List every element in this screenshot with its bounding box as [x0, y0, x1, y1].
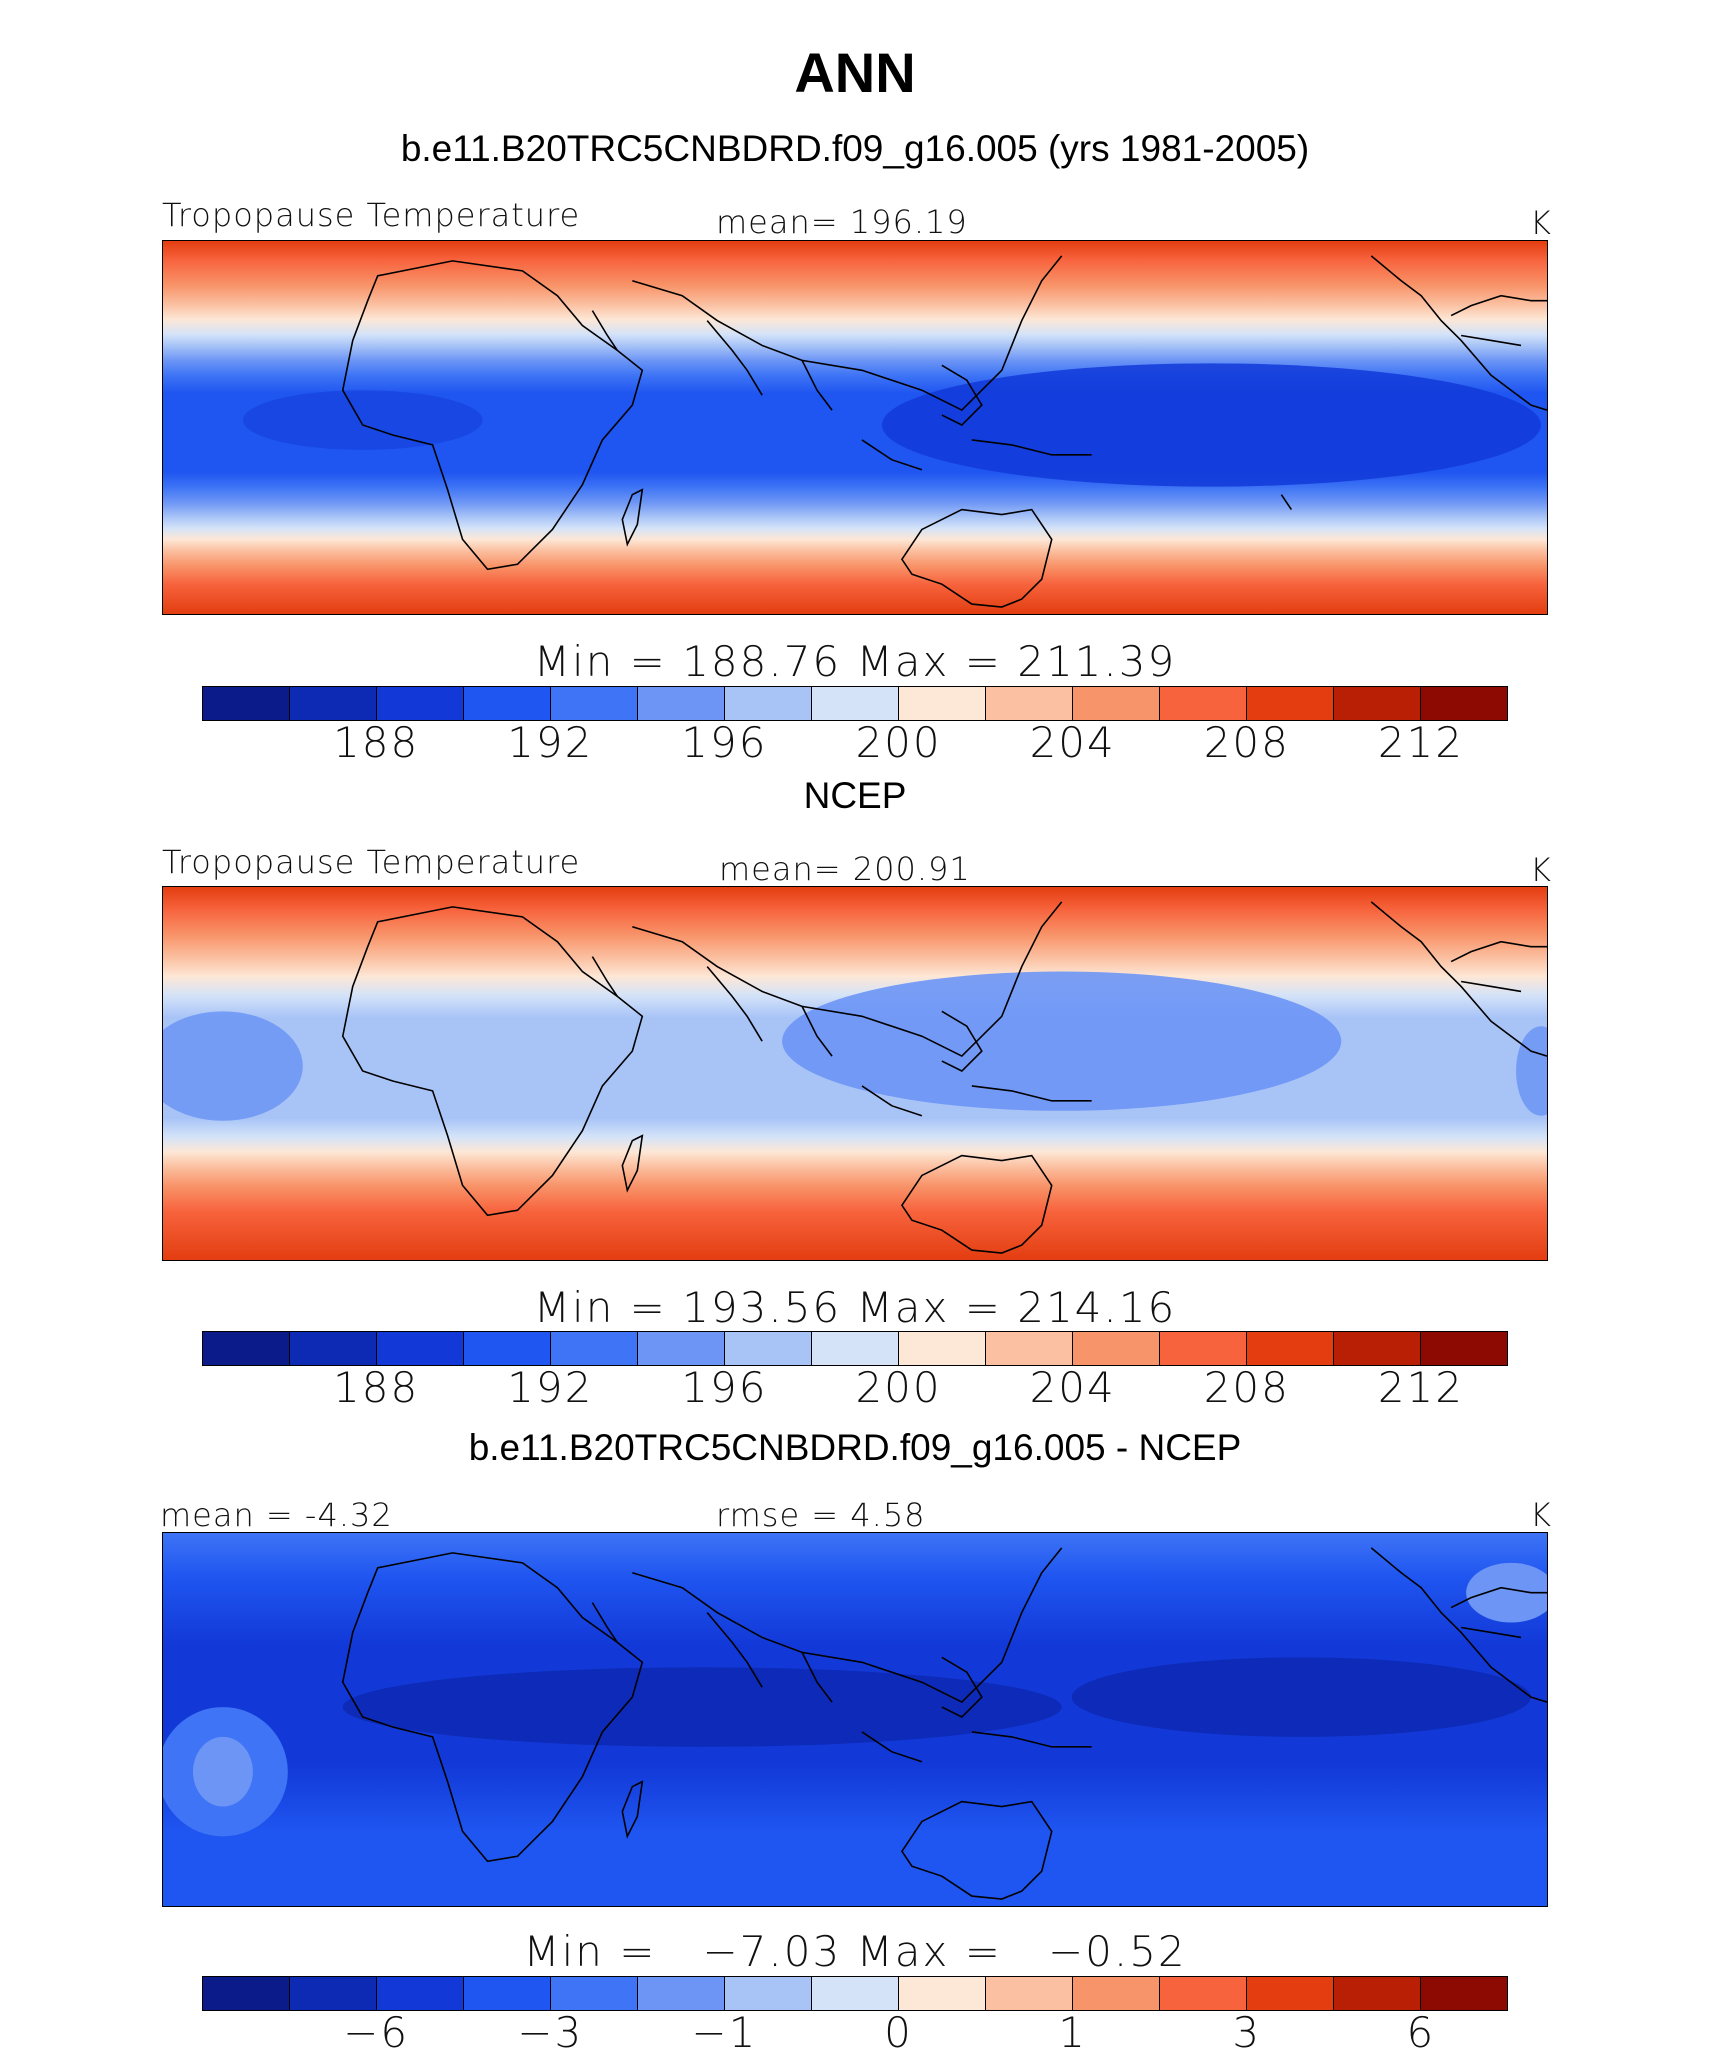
- colorbar-swatch: [203, 1977, 290, 2010]
- colorbar-tick-label: 204: [1029, 718, 1116, 767]
- colorbar-swatch: [1334, 687, 1421, 720]
- panel-2-colorbar: [202, 1331, 1508, 1366]
- colorbar-tick-label: 188: [333, 1363, 420, 1412]
- colorbar-swatch: [1160, 687, 1247, 720]
- colorbar-tick-label: −1: [691, 2008, 758, 2057]
- panel-1-colorbar: [202, 686, 1508, 721]
- panel-1-min-max-label: Min = 188.76 Max = 211.39: [533, 637, 1177, 686]
- colorbar-swatch: [812, 1332, 899, 1365]
- panel-1-mean-label: mean= 196.19: [716, 203, 968, 241]
- colorbar-tick-label: 212: [1377, 1363, 1465, 1412]
- colorbar-swatch: [551, 1332, 638, 1365]
- panel-1-units-label: K: [1530, 204, 1552, 242]
- colorbar-tick-label: 212: [1377, 718, 1465, 767]
- colorbar-swatch: [464, 1977, 551, 2010]
- panel-2-map: [162, 886, 1548, 1261]
- colorbar-swatch: [1334, 1977, 1421, 2010]
- colorbar-swatch: [899, 1332, 986, 1365]
- colorbar-tick-label: −6: [343, 2008, 410, 2057]
- panel-3-map: [162, 1532, 1548, 1907]
- colorbar-tick-label: 196: [681, 718, 768, 767]
- colorbar-tick-label: 1: [1058, 2008, 1088, 2057]
- colorbar-tick-label: −3: [517, 2008, 584, 2057]
- panel-1-contour-plot: [163, 241, 1547, 614]
- colorbar-swatch: [725, 1977, 812, 2010]
- colorbar-swatch: [1247, 1977, 1334, 2010]
- colorbar-swatch: [1160, 1332, 1247, 1365]
- colorbar-swatch: [1247, 1332, 1334, 1365]
- panel-3-title: b.e11.B20TRC5CNBDRD.f09_g16.005 - NCEP: [468, 1427, 1242, 1468]
- colorbar-tick-label: 3: [1232, 2008, 1262, 2057]
- colorbar-swatch: [290, 687, 377, 720]
- colorbar-tick-label: 208: [1203, 718, 1290, 767]
- colorbar-swatch: [464, 1332, 551, 1365]
- colorbar-tick-label: 200: [855, 1363, 942, 1412]
- panel-1-map: [162, 240, 1548, 615]
- colorbar-swatch: [551, 1977, 638, 2010]
- colorbar-tick-label: 192: [507, 718, 594, 767]
- panel-1-variable-label: Tropopause Temperature: [162, 196, 581, 234]
- colorbar-swatch: [1073, 1332, 1160, 1365]
- colorbar-swatch: [638, 687, 725, 720]
- colorbar-swatch: [203, 687, 290, 720]
- colorbar-swatch: [1334, 1332, 1421, 1365]
- colorbar-swatch: [638, 1977, 725, 2010]
- panel-2-units-label: K: [1530, 851, 1552, 889]
- panel-2-colorbar-ticks: 188 192 196 200 204 208 212: [202, 1363, 1508, 1413]
- panel-3-min-max-label: Min = −7.03 Max = −0.52: [523, 1927, 1187, 1976]
- panel-3-rmse-label: rmse = 4.58: [716, 1496, 926, 1534]
- colorbar-tick-label: 196: [681, 1363, 768, 1412]
- panel-3-mean-label: mean = -4.32: [160, 1496, 393, 1534]
- colorbar-swatch: [812, 1977, 899, 2010]
- colorbar-swatch: [1421, 1332, 1507, 1365]
- colorbar-tick-label: 192: [507, 1363, 594, 1412]
- colorbar-swatch: [1421, 687, 1507, 720]
- colorbar-swatch: [377, 687, 464, 720]
- colorbar-swatch: [1073, 687, 1160, 720]
- colorbar-tick-label: 204: [1029, 1363, 1116, 1412]
- panel-2-variable-label: Tropopause Temperature: [162, 843, 581, 881]
- colorbar-swatch: [812, 687, 899, 720]
- colorbar-swatch: [899, 1977, 986, 2010]
- colorbar-swatch: [725, 1332, 812, 1365]
- colorbar-swatch: [725, 687, 812, 720]
- colorbar-tick-label: 188: [333, 718, 420, 767]
- colorbar-swatch: [464, 687, 551, 720]
- panel-2-min-max-label: Min = 193.56 Max = 214.16: [533, 1283, 1177, 1332]
- page-title: ANN: [794, 41, 916, 104]
- colorbar-swatch: [1160, 1977, 1247, 2010]
- panel-3-colorbar-ticks: −6 −3 −1 0 1 3 6: [202, 2008, 1508, 2058]
- panel-1-title: b.e11.B20TRC5CNBDRD.f09_g16.005 (yrs 198…: [400, 128, 1310, 169]
- panel-3-units-label: K: [1530, 1496, 1552, 1534]
- colorbar-swatch: [377, 1332, 464, 1365]
- panel-3-contour-plot: [163, 1533, 1547, 1906]
- colorbar-tick-label: 0: [884, 2008, 913, 2057]
- colorbar-swatch: [986, 1332, 1073, 1365]
- colorbar-tick-label: 208: [1203, 1363, 1290, 1412]
- colorbar-swatch: [290, 1977, 377, 2010]
- colorbar-swatch: [638, 1332, 725, 1365]
- panel-2-title: NCEP: [803, 775, 907, 816]
- panel-2-mean-label: mean= 200.91: [719, 850, 971, 888]
- colorbar-swatch: [986, 687, 1073, 720]
- colorbar-swatch: [1073, 1977, 1160, 2010]
- colorbar-swatch: [1421, 1977, 1507, 2010]
- panel-2-contour-plot: [163, 887, 1547, 1260]
- panel-3-colorbar: [202, 1976, 1508, 2011]
- colorbar-tick-label: 6: [1406, 2008, 1436, 2057]
- colorbar-swatch: [899, 687, 986, 720]
- colorbar-swatch: [986, 1977, 1073, 2010]
- colorbar-swatch: [290, 1332, 377, 1365]
- colorbar-swatch: [1247, 687, 1334, 720]
- colorbar-swatch: [203, 1332, 290, 1365]
- colorbar-tick-label: 200: [855, 718, 942, 767]
- panel-1-colorbar-ticks: 188 192 196 200 204 208 212: [202, 718, 1508, 768]
- colorbar-swatch: [551, 687, 638, 720]
- colorbar-swatch: [377, 1977, 464, 2010]
